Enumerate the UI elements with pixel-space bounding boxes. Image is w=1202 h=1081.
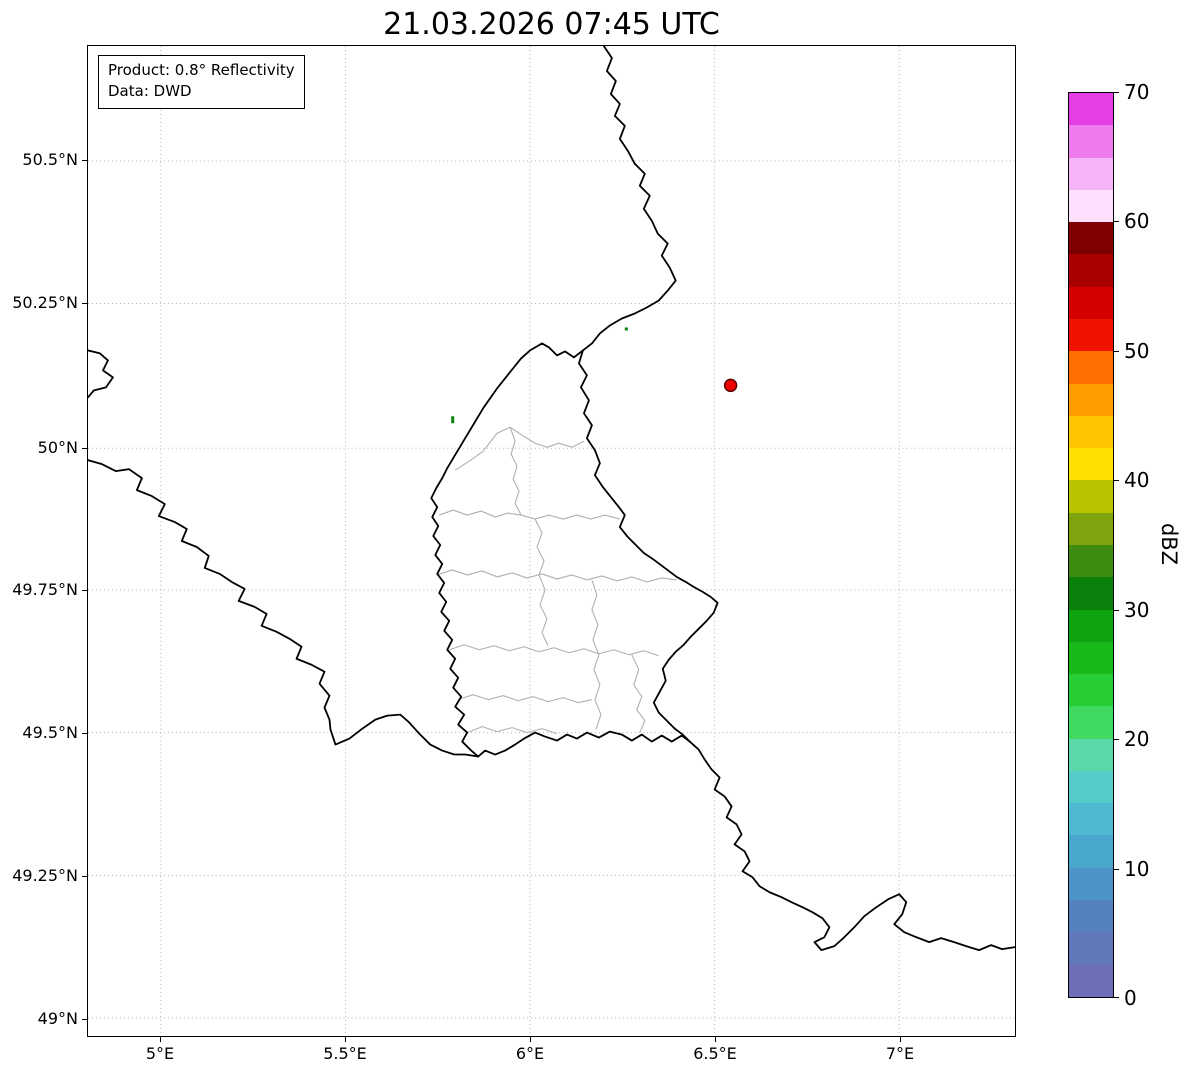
x-tick-label: 5.5°E: [323, 1044, 367, 1063]
radar-site-marker: [723, 378, 738, 393]
map-canvas: [88, 46, 1015, 1036]
colorbar-step: [1069, 835, 1113, 868]
colorbar-step: [1069, 641, 1113, 675]
colorbar-tick-mark: [1114, 739, 1119, 740]
colorbar-step: [1069, 415, 1113, 449]
colorbar-step: [1069, 609, 1113, 642]
y-tick-label: 49°N: [37, 1009, 78, 1028]
y-tick-label: 50°N: [37, 438, 78, 457]
y-tick-label: 49.75°N: [12, 580, 78, 599]
colorbar-step: [1069, 544, 1113, 578]
colorbar-step: [1069, 674, 1113, 707]
product-info-line1: Product: 0.8° Reflectivity: [108, 61, 295, 79]
colorbar-step: [1069, 867, 1113, 901]
x-tick-mark: [900, 1037, 901, 1042]
y-tick-label: 49.5°N: [22, 723, 78, 742]
colorbar-tick-label: 50: [1124, 339, 1150, 363]
y-tick-mark: [82, 590, 87, 591]
x-tick-label: 7°E: [885, 1044, 915, 1063]
border-france-belgium-north: [88, 349, 114, 399]
colorbar-step: [1069, 900, 1113, 933]
y-tick-mark: [82, 448, 87, 449]
border-luxembourg: [430, 342, 719, 758]
colorbar-step: [1069, 803, 1113, 836]
colorbar-tick-label: 0: [1124, 986, 1137, 1010]
y-tick-mark: [82, 160, 87, 161]
x-tick-mark: [530, 1037, 531, 1042]
x-tick-mark: [160, 1037, 161, 1042]
colorbar-tick-mark: [1114, 610, 1119, 611]
radar-echo: [451, 416, 455, 424]
y-tick-mark: [82, 303, 87, 304]
x-tick-mark: [345, 1037, 346, 1042]
colorbar-step: [1069, 770, 1113, 804]
colorbar-tick-label: 70: [1124, 80, 1150, 104]
colorbar-tick-mark: [1114, 480, 1119, 481]
x-tick-label: 5°E: [145, 1044, 175, 1063]
colorbar-tick-label: 60: [1124, 209, 1150, 233]
colorbar-step: [1069, 254, 1113, 287]
border-france-belgium: [88, 459, 480, 758]
y-tick-label: 50.25°N: [12, 293, 78, 312]
y-tick-label: 49.25°N: [12, 866, 78, 885]
x-tick-label: 6.5°E: [693, 1044, 737, 1063]
colorbar-tick-label: 40: [1124, 468, 1150, 492]
colorbar-step: [1069, 512, 1113, 545]
x-tick-mark: [715, 1037, 716, 1042]
colorbar-step: [1069, 480, 1113, 513]
colorbar-step: [1069, 383, 1113, 416]
colorbar-step: [1069, 706, 1113, 739]
colorbar-gradient: [1068, 92, 1114, 998]
colorbar-step: [1069, 577, 1113, 610]
colorbar-step: [1069, 286, 1113, 319]
product-info-line2: Data: DWD: [108, 82, 192, 100]
border-france-germany: [688, 740, 1015, 952]
y-tick-mark: [82, 876, 87, 877]
colorbar-axis-label: dBZ: [1157, 522, 1182, 566]
colorbar-step: [1069, 189, 1113, 223]
x-tick-label: 6°E: [515, 1044, 545, 1063]
colorbar-step: [1069, 351, 1113, 384]
y-tick-mark: [82, 1019, 87, 1020]
colorbar-step: [1069, 125, 1113, 158]
colorbar-tick-label: 10: [1124, 857, 1150, 881]
y-tick-label: 50.5°N: [22, 150, 78, 169]
colorbar-step: [1069, 448, 1113, 481]
colorbar-tick-label: 30: [1124, 598, 1150, 622]
border-belgium-germany: [582, 46, 677, 352]
y-tick-mark: [82, 733, 87, 734]
colorbar-tick-mark: [1114, 221, 1119, 222]
colorbar-step: [1069, 157, 1113, 190]
gridlines: [88, 46, 1015, 1036]
colorbar-step: [1069, 738, 1113, 771]
colorbar-step: [1069, 222, 1113, 255]
colorbar-tick-mark: [1114, 351, 1119, 352]
colorbar-step: [1069, 964, 1113, 997]
colorbar-step: [1069, 932, 1113, 965]
colorbar-step: [1069, 318, 1113, 352]
colorbar-tick-label: 20: [1124, 727, 1150, 751]
colorbar-tick-mark: [1114, 869, 1119, 870]
plot-title: 21.03.2026 07:45 UTC: [383, 7, 720, 42]
colorbar-tick-mark: [1114, 997, 1119, 998]
colorbar-tick-mark: [1114, 92, 1119, 93]
radar-echo: [624, 327, 628, 331]
colorbar-step: [1069, 93, 1113, 126]
product-info-box: Product: 0.8° Reflectivity Data: DWD: [98, 55, 305, 109]
map-plot-area: Product: 0.8° Reflectivity Data: DWD: [87, 45, 1016, 1037]
luxembourg-canton-borders: [437, 426, 677, 735]
